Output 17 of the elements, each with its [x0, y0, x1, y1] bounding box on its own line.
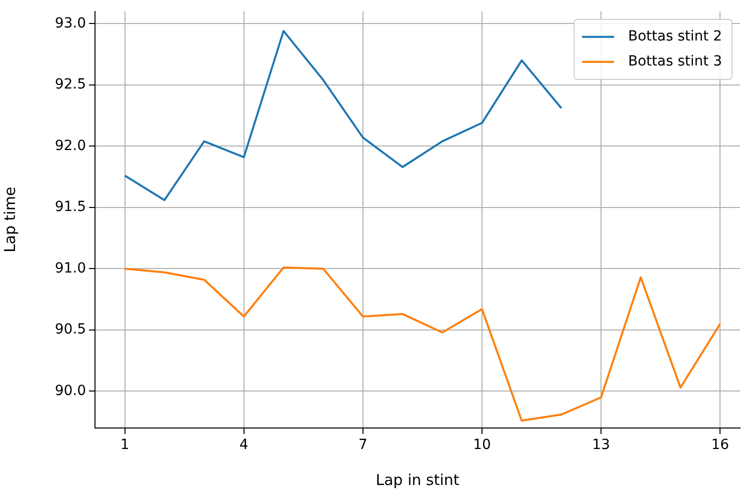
legend-label: Bottas stint 3 — [628, 54, 722, 70]
x-tick-label: 4 — [239, 437, 248, 454]
x-axis-title: Lap in stint — [376, 470, 460, 489]
y-tick-label: 92.5 — [54, 76, 86, 93]
x-tick-label: 13 — [592, 437, 610, 454]
legend-label: Bottas stint 2 — [628, 28, 722, 45]
x-tick-label: 1 — [120, 437, 130, 454]
y-tick-label: 90.5 — [54, 322, 86, 338]
y-tick-label: 91.5 — [54, 199, 86, 216]
y-tick-label: 92.0 — [54, 138, 86, 154]
y-tick-label: 93.0 — [54, 15, 86, 32]
x-tick-label: 7 — [358, 437, 368, 454]
x-tick-label: 10 — [473, 437, 491, 454]
y-tick-label: 91.0 — [54, 260, 86, 276]
x-tick-label: 16 — [711, 437, 730, 454]
y-axis-title: Lap time — [0, 186, 19, 253]
y-tick-label: 90.0 — [54, 382, 86, 399]
